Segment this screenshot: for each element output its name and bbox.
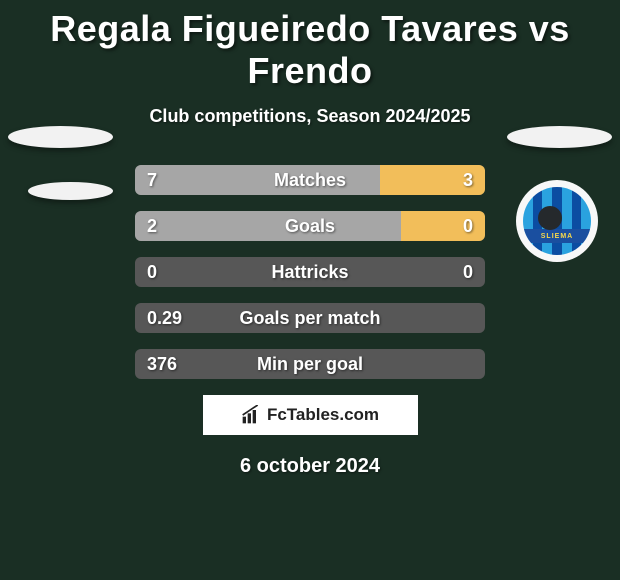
stat-label: Matches bbox=[135, 165, 485, 195]
brand-badge: FcTables.com bbox=[203, 395, 418, 435]
player-left-avatar bbox=[8, 126, 113, 148]
stat-row: 0.29Goals per match bbox=[135, 303, 485, 333]
stat-label: Hattricks bbox=[135, 257, 485, 287]
brand-text: FcTables.com bbox=[267, 405, 379, 425]
player-right-avatar bbox=[507, 126, 612, 148]
stat-row: 00Hattricks bbox=[135, 257, 485, 287]
subtitle: Club competitions, Season 2024/2025 bbox=[0, 106, 620, 127]
stat-row: 73Matches bbox=[135, 165, 485, 195]
stat-row: 376Min per goal bbox=[135, 349, 485, 379]
date: 6 october 2024 bbox=[0, 455, 620, 478]
page-title: Regala Figueiredo Tavares vs Frendo bbox=[0, 0, 620, 92]
stat-label: Min per goal bbox=[135, 349, 485, 379]
stat-label: Goals per match bbox=[135, 303, 485, 333]
stat-row: 20Goals bbox=[135, 211, 485, 241]
stats-panel: 73Matches 20Goals 00Hattricks 0.29Goals per… bbox=[0, 165, 620, 379]
stat-label: Goals bbox=[135, 211, 485, 241]
chart-icon bbox=[241, 405, 261, 425]
